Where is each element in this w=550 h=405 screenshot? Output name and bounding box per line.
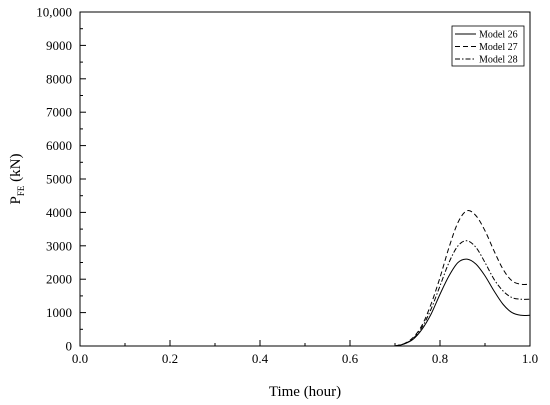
ticks-layer: 0.0 0.2 0.4 0.6 0.8 1.0 0 1000 2000 3000 4000 5000 6… [36,5,538,367]
y-axis-title-unit: (kN) [8,154,24,186]
legend-label-1: Model 26 [479,30,518,41]
y-axis-title-subscript: FE [16,185,26,196]
y-tick-label: 2000 [46,272,72,287]
y-tick-label: 10,000 [36,5,72,20]
series-line-2 [394,209,531,347]
y-tick-label: 6000 [46,138,72,153]
x-tick-label: 0.4 [252,351,269,366]
y-tick-label: 5000 [46,172,72,187]
y-tick-label: 4000 [46,205,72,220]
x-axis-title: Time (hour) [269,384,341,400]
y-tick-label: 3000 [46,238,72,253]
y-tick-label: 1000 [46,305,72,320]
legend-label-2: Model 27 [479,42,518,53]
y-axis-title: PFE (kN) [8,154,26,205]
x-tick-label: 0.0 [72,351,88,366]
legend-label-3: Model 28 [479,55,518,66]
x-tick-label: 1.0 [522,351,538,366]
y-tick-label: 0 [66,339,73,354]
y-axis-title-main: P [8,196,24,204]
y-tick-label: 8000 [46,71,72,86]
x-tick-label: 0.6 [342,351,359,366]
series-line-3 [394,240,531,347]
series-layer [394,209,531,347]
y-tick-label: 9000 [46,38,72,53]
y-tick-label: 7000 [46,105,72,120]
plot-area: 0.0 0.2 0.4 0.6 0.8 1.0 0 1000 2000 3000 4000 5000 6… [36,5,538,367]
x-tick-label: 0.2 [162,351,178,366]
series-line-1 [394,258,531,347]
x-tick-label: 0.8 [432,351,448,366]
